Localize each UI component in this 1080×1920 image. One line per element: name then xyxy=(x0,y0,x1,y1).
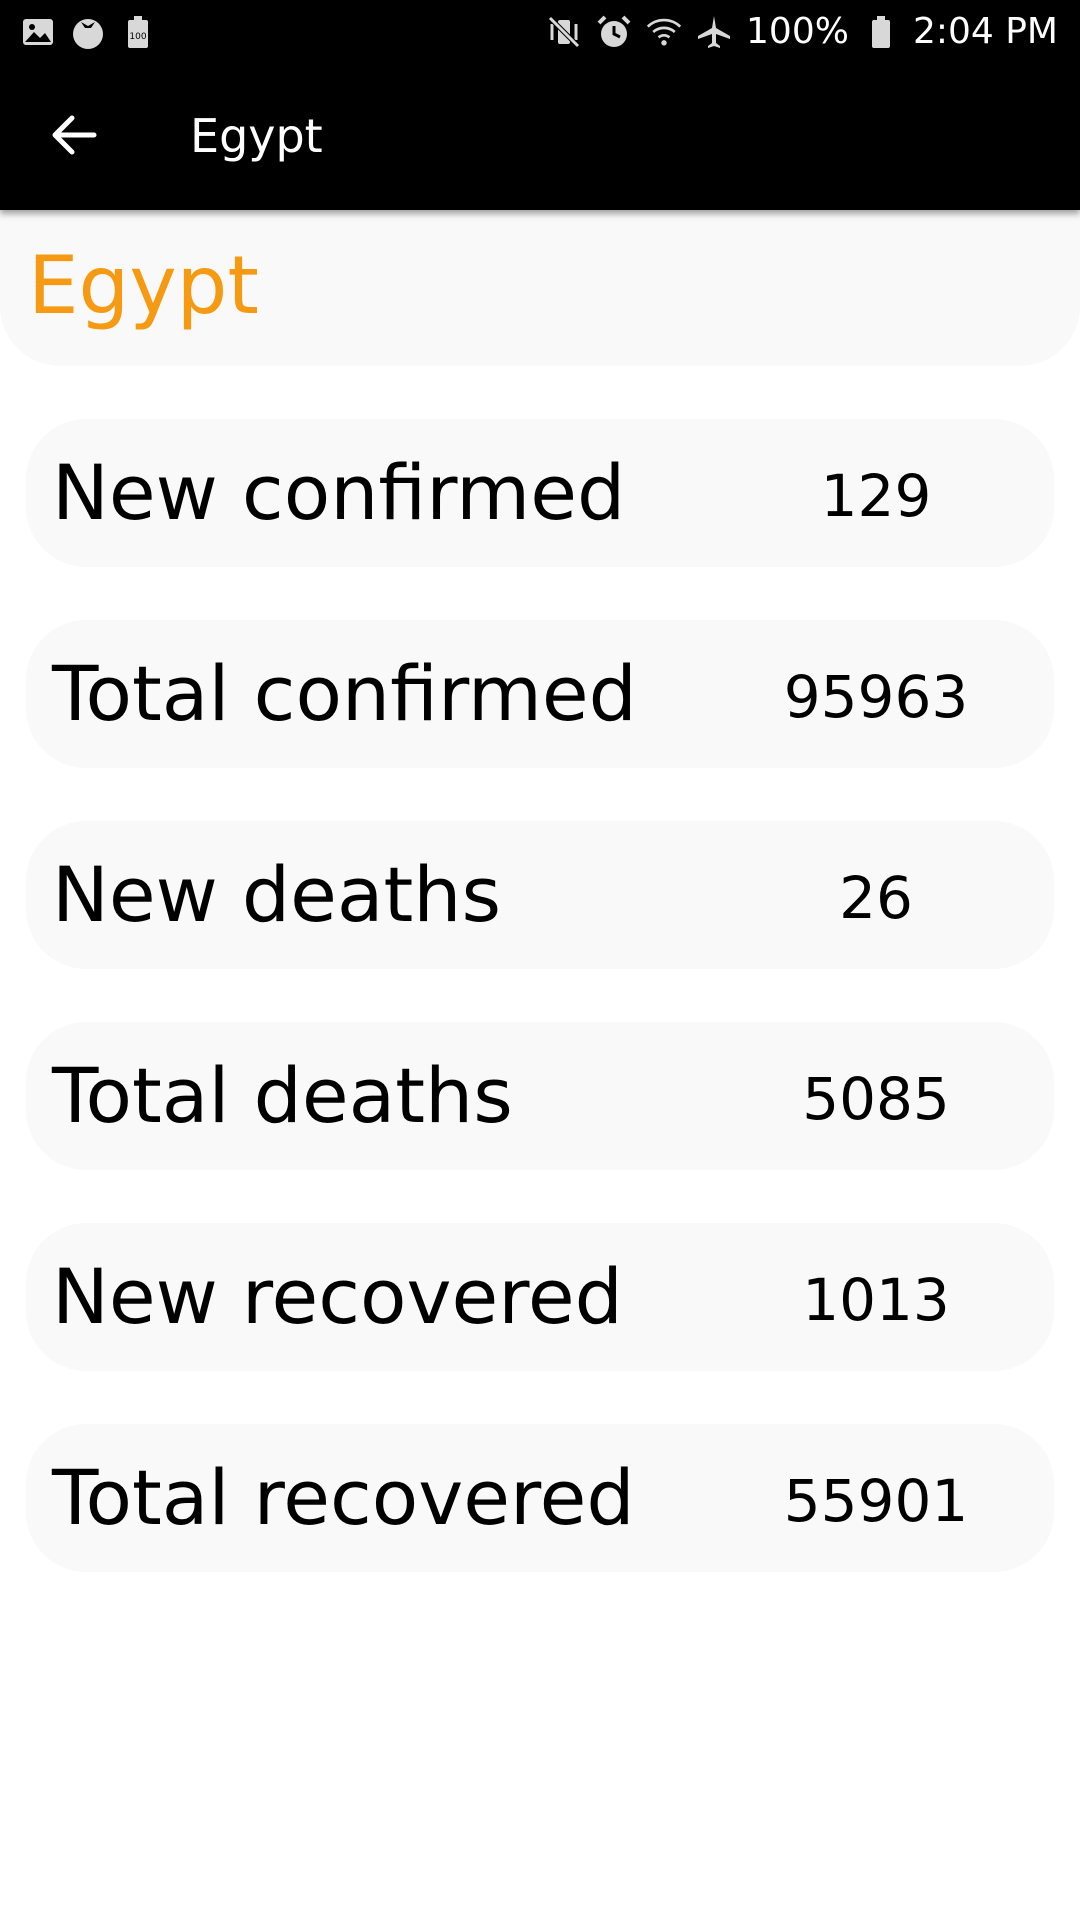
country-name: Egypt xyxy=(28,239,259,332)
stats-list: New confirmed 129 Total confirmed 95963 … xyxy=(26,419,1054,1625)
airplane-icon xyxy=(696,14,732,50)
page-title: Egypt xyxy=(190,109,323,163)
clock-time: 2:04 PM xyxy=(912,10,1058,52)
stat-label: New recovered xyxy=(52,1252,623,1341)
notification-icons: 100 xyxy=(20,14,156,50)
system-status: 100% 2:04 PM xyxy=(546,10,1058,52)
stat-row-total-deaths: Total deaths 5085 xyxy=(26,1022,1054,1170)
status-bar: 100 xyxy=(0,0,1080,63)
alarm-icon xyxy=(596,14,632,50)
stat-label: Total recovered xyxy=(52,1453,635,1542)
battery-icon xyxy=(863,14,899,50)
stat-value: 26 xyxy=(839,864,913,932)
wifi-icon xyxy=(646,14,682,50)
country-header-card: Egypt xyxy=(0,210,1080,366)
stat-value: 95963 xyxy=(783,663,969,731)
stat-label: New confirmed xyxy=(52,448,626,537)
stat-row-new-recovered: New recovered 1013 xyxy=(26,1223,1054,1371)
stat-value: 5085 xyxy=(802,1065,950,1133)
battery-percent: 100% xyxy=(746,10,849,52)
app-bar: Egypt xyxy=(0,63,1080,210)
stat-row-new-confirmed: New confirmed 129 xyxy=(26,419,1054,567)
back-button[interactable] xyxy=(38,105,110,169)
vibrate-mute-icon xyxy=(546,14,582,50)
stat-label: New deaths xyxy=(52,850,502,939)
stat-label: Total deaths xyxy=(52,1051,513,1140)
battery-saver-icon: 100 xyxy=(120,14,156,50)
image-icon xyxy=(20,14,56,50)
tomato-icon xyxy=(70,14,106,50)
stat-value: 129 xyxy=(820,462,932,530)
stat-value: 1013 xyxy=(802,1266,950,1334)
stat-label: Total confirmed xyxy=(52,649,637,738)
stat-row-total-recovered: Total recovered 55901 xyxy=(26,1424,1054,1572)
stat-row-new-deaths: New deaths 26 xyxy=(26,821,1054,969)
stat-row-total-confirmed: Total confirmed 95963 xyxy=(26,620,1054,768)
stat-value: 55901 xyxy=(783,1467,969,1535)
arrow-left-icon xyxy=(50,113,98,161)
svg-text:100: 100 xyxy=(129,32,146,42)
